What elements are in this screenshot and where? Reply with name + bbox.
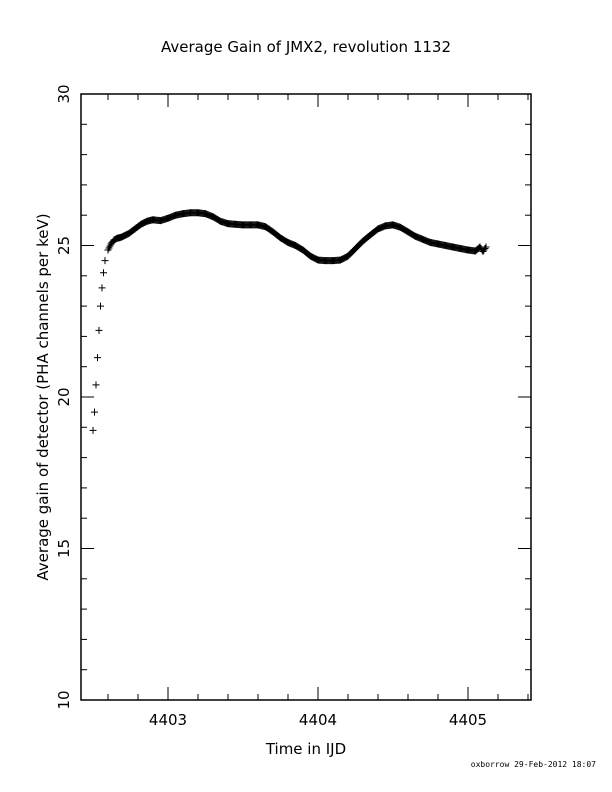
x-axis-label: Time in IJD: [265, 740, 346, 758]
data-point: [97, 302, 104, 310]
x-tick-label: 4403: [149, 711, 187, 729]
data-point: [95, 326, 103, 334]
y-tick-label: 20: [55, 387, 73, 406]
y-tick-label: 15: [55, 539, 73, 558]
x-tick-label: 4405: [449, 711, 487, 729]
chart-title: Average Gain of JMX2, revolution 1132: [161, 38, 451, 56]
data-point: [101, 257, 109, 265]
data-point: [89, 426, 97, 434]
data-point: [482, 243, 490, 251]
footer-timestamp: oxborrow 29-Feb-2012 18:07: [470, 760, 596, 769]
data-point: [100, 269, 107, 277]
y-tick-label: 10: [55, 690, 73, 709]
x-tick-label: 4404: [299, 711, 337, 729]
y-tick-label: 30: [55, 84, 73, 103]
plot-frame: [80, 93, 532, 701]
data-points: [89, 209, 490, 434]
data-point: [91, 408, 98, 416]
tick-labels: 4403 4404 4405 10 15 20 25 30: [55, 84, 487, 729]
data-point: [92, 381, 100, 389]
data-point: [94, 354, 101, 362]
axis-ticks: [81, 93, 531, 701]
y-tick-label: 25: [55, 236, 73, 255]
data-point: [481, 245, 489, 253]
y-axis-label: Average gain of detector (PHA channels p…: [34, 213, 52, 580]
data-point: [98, 284, 106, 292]
